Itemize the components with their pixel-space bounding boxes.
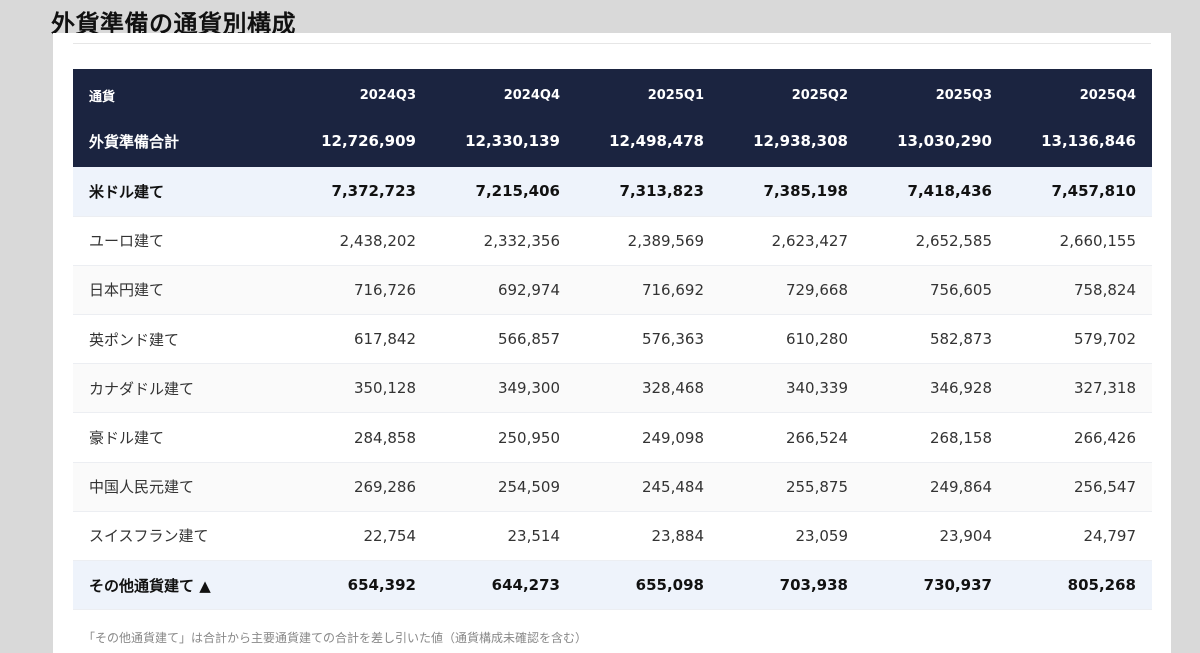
table-row: 豪ドル建て 284,858 250,950 249,098 266,524 26… <box>73 412 1152 463</box>
table-row: その他通貨建て ▲ 654,392 644,273 655,098 703,93… <box>73 560 1152 610</box>
table-cell: 7,418,436 <box>907 182 992 201</box>
table-cell: 566,857 <box>497 330 560 349</box>
table-cell: 7,457,810 <box>1051 182 1136 201</box>
table-cell: 250,950 <box>497 428 560 447</box>
table-row: 英ポンド建て 617,842 566,857 576,363 610,280 5… <box>73 314 1152 364</box>
total-cell: 12,938,308 <box>753 132 848 150</box>
table-cell: 729,668 <box>785 280 848 299</box>
table-row: ユーロ建て 2,438,202 2,332,356 2,389,569 2,62… <box>73 216 1152 266</box>
table-cell: 255,875 <box>785 477 848 496</box>
column-header[interactable]: 通貨 <box>89 89 116 105</box>
table-cell: 655,098 <box>635 576 704 595</box>
table-cell: 692,974 <box>497 280 560 299</box>
table-cell: 22,754 <box>363 526 417 545</box>
table-cell: 716,726 <box>353 280 416 299</box>
table-cell: 7,313,823 <box>619 182 704 201</box>
row-label: 米ドル建て <box>89 182 165 201</box>
table-cell: 730,937 <box>923 576 992 595</box>
column-header[interactable]: 2025Q4 <box>1079 87 1136 103</box>
table-cell: 266,524 <box>785 428 848 447</box>
card-divider <box>73 43 1151 44</box>
total-row: 外貨準備合計 12,726,909 12,330,139 12,498,478 … <box>73 119 1152 167</box>
row-label: ユーロ建て <box>89 232 165 251</box>
table-cell: 617,842 <box>353 330 416 349</box>
table-cell: 269,286 <box>353 477 416 496</box>
total-cell: 12,726,909 <box>321 132 416 150</box>
table-cell: 349,300 <box>497 379 560 398</box>
table-cell: 2,652,585 <box>915 231 992 250</box>
table-cell: 576,363 <box>641 330 704 349</box>
table-cell: 7,372,723 <box>331 182 416 201</box>
table-cell: 23,884 <box>651 526 705 545</box>
table-cell: 644,273 <box>491 576 560 595</box>
row-label: 豪ドル建て <box>89 429 165 448</box>
table-header-row: 通貨 2024Q3 2024Q4 2025Q1 2025Q2 2025Q3 20… <box>73 69 1152 119</box>
table-cell: 346,928 <box>929 379 992 398</box>
table-cell: 7,215,406 <box>475 182 560 201</box>
table-cell: 805,268 <box>1067 576 1136 595</box>
table-cell: 7,385,198 <box>763 182 848 201</box>
table-cell: 268,158 <box>929 428 992 447</box>
table-cell: 654,392 <box>347 576 416 595</box>
row-label: カナダドル建て <box>89 379 195 398</box>
table-cell: 23,514 <box>507 526 561 545</box>
row-label: スイスフラン建て <box>89 527 209 546</box>
table-cell: 328,468 <box>641 379 704 398</box>
table-row: 中国人民元建て 269,286 254,509 245,484 255,875 … <box>73 462 1152 512</box>
table-cell: 2,660,155 <box>1059 231 1136 250</box>
reserves-table: 通貨 2024Q3 2024Q4 2025Q1 2025Q2 2025Q3 20… <box>73 69 1152 610</box>
table-cell: 254,509 <box>497 477 560 496</box>
column-header[interactable]: 2024Q3 <box>359 87 416 103</box>
table-cell: 758,824 <box>1073 280 1136 299</box>
table-cell: 23,904 <box>939 526 993 545</box>
total-cell: 12,498,478 <box>609 132 704 150</box>
table-card: 通貨 2024Q3 2024Q4 2025Q1 2025Q2 2025Q3 20… <box>53 33 1171 653</box>
table-cell: 756,605 <box>929 280 992 299</box>
total-cell: 13,136,846 <box>1041 132 1136 150</box>
column-header[interactable]: 2025Q2 <box>791 87 848 103</box>
column-header[interactable]: 2025Q1 <box>647 87 704 103</box>
table-cell: 24,797 <box>1083 526 1137 545</box>
table-row: 米ドル建て 7,372,723 7,215,406 7,313,823 7,38… <box>73 167 1152 217</box>
table-cell: 703,938 <box>779 576 848 595</box>
row-label: 外貨準備合計 <box>89 132 180 151</box>
table-cell: 256,547 <box>1073 477 1136 496</box>
table-cell: 245,484 <box>641 477 704 496</box>
table-cell: 266,426 <box>1073 428 1136 447</box>
row-label: その他通貨建て ▲ <box>89 576 211 595</box>
table-cell: 2,389,569 <box>627 231 704 250</box>
row-label: 日本円建て <box>89 281 165 300</box>
table-cell: 2,332,356 <box>483 231 560 250</box>
total-cell: 13,030,290 <box>897 132 992 150</box>
table-cell: 579,702 <box>1073 330 1136 349</box>
table-cell: 327,318 <box>1073 379 1136 398</box>
table-cell: 249,098 <box>641 428 704 447</box>
column-header[interactable]: 2025Q3 <box>935 87 992 103</box>
table-cell: 284,858 <box>353 428 416 447</box>
table-cell: 716,692 <box>641 280 704 299</box>
table-row: カナダドル建て 350,128 349,300 328,468 340,339 … <box>73 363 1152 413</box>
table-cell: 2,438,202 <box>339 231 416 250</box>
column-header[interactable]: 2024Q4 <box>503 87 560 103</box>
table-cell: 23,059 <box>795 526 849 545</box>
table-row: スイスフラン建て 22,754 23,514 23,884 23,059 23,… <box>73 511 1152 561</box>
table-cell: 2,623,427 <box>771 231 848 250</box>
table-row: 日本円建て 716,726 692,974 716,692 729,668 75… <box>73 265 1152 315</box>
total-cell: 12,330,139 <box>465 132 560 150</box>
table-cell: 340,339 <box>785 379 848 398</box>
table-cell: 582,873 <box>929 330 992 349</box>
table-cell: 610,280 <box>785 330 848 349</box>
table-footnote: 「その他通貨建て」は合計から主要通貨建ての合計を差し引いた値（通貨構成未確認を含… <box>83 631 588 645</box>
table-cell: 249,864 <box>929 477 992 496</box>
table-cell: 350,128 <box>353 379 416 398</box>
row-label: 中国人民元建て <box>89 478 195 497</box>
row-label: 英ポンド建て <box>89 330 180 349</box>
